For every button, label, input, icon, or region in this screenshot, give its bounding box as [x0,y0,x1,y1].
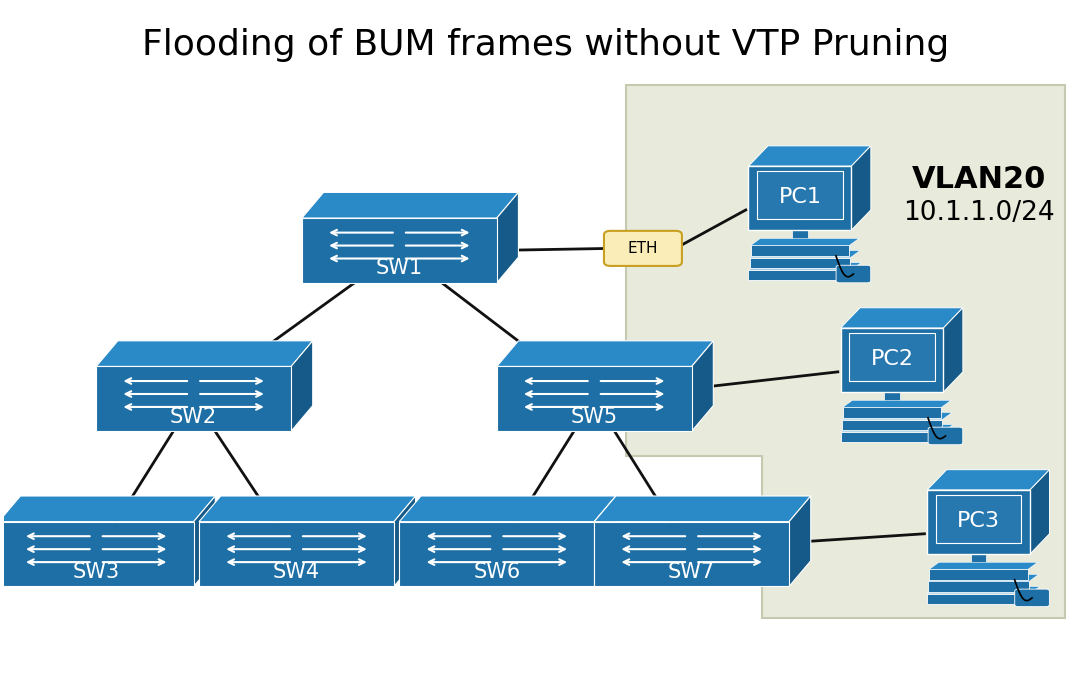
Polygon shape [595,496,616,587]
Polygon shape [692,341,714,431]
Bar [930,570,1028,580]
Polygon shape [302,218,496,283]
Text: PC1: PC1 [778,187,822,207]
FancyBboxPatch shape [836,265,871,283]
FancyBboxPatch shape [849,333,935,381]
Polygon shape [199,496,416,522]
Polygon shape [840,308,963,328]
Polygon shape [595,496,811,522]
Polygon shape [927,470,1050,490]
Bar [751,245,849,256]
Text: VLAN20: VLAN20 [911,165,1046,194]
Polygon shape [789,496,811,587]
Polygon shape [750,251,860,257]
Text: ETH: ETH [627,241,658,256]
Polygon shape [302,193,518,218]
FancyBboxPatch shape [928,427,962,445]
Bar [748,270,851,280]
Bar [840,432,944,442]
Text: SW6: SW6 [473,562,520,582]
Bar [842,408,942,418]
Polygon shape [842,400,951,408]
FancyBboxPatch shape [936,495,1021,543]
Polygon shape [96,341,313,367]
Text: PC3: PC3 [957,511,1000,531]
Polygon shape [291,341,313,431]
Bar [927,594,1030,604]
Bar [928,581,1029,591]
Bar [792,230,807,244]
Text: SW1: SW1 [375,258,423,278]
Polygon shape [399,522,595,587]
FancyBboxPatch shape [840,328,944,392]
Polygon shape [96,367,291,431]
Polygon shape [841,413,952,419]
Text: PC2: PC2 [871,349,913,369]
Polygon shape [927,587,1040,594]
Polygon shape [751,238,859,245]
Polygon shape [399,496,616,522]
Polygon shape [595,522,789,587]
Text: SW7: SW7 [668,562,716,582]
FancyBboxPatch shape [748,166,851,230]
Bar [884,392,900,406]
Polygon shape [1030,470,1050,554]
Bar [971,554,986,568]
Polygon shape [496,193,518,283]
Text: SW4: SW4 [273,562,320,582]
Text: Flooding of BUM frames without VTP Pruning: Flooding of BUM frames without VTP Pruni… [142,28,949,61]
Text: SW2: SW2 [170,406,217,427]
Bar [841,419,943,430]
Text: 10.1.1.0/24: 10.1.1.0/24 [902,200,1054,226]
FancyBboxPatch shape [757,171,842,219]
Polygon shape [0,496,215,522]
Polygon shape [193,496,215,587]
FancyBboxPatch shape [927,490,1030,554]
Polygon shape [496,341,714,367]
Polygon shape [928,574,1039,581]
Polygon shape [748,263,861,270]
FancyBboxPatch shape [1015,589,1050,607]
Polygon shape [944,308,963,392]
Text: SW5: SW5 [571,406,618,427]
Polygon shape [840,425,954,432]
FancyBboxPatch shape [604,231,682,266]
Polygon shape [930,562,1038,570]
Polygon shape [748,146,871,166]
Bar [750,257,850,268]
Polygon shape [0,522,193,587]
Polygon shape [394,496,416,587]
Polygon shape [496,367,692,431]
Text: SW3: SW3 [73,562,120,582]
Polygon shape [199,522,394,587]
Polygon shape [625,85,1065,618]
Polygon shape [851,146,871,230]
